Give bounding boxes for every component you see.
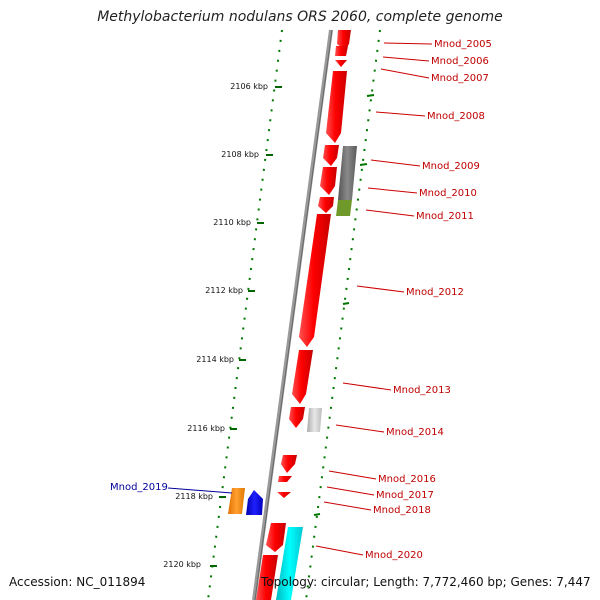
gene-label-mnod-2018[interactable]: Mnod_2018 bbox=[373, 505, 431, 516]
gene-label-mnod-2013[interactable]: Mnod_2013 bbox=[393, 385, 451, 396]
ruler-label-2108: 2108 kbp bbox=[221, 150, 259, 159]
gene-label-mnod-2011[interactable]: Mnod_2011 bbox=[416, 211, 474, 222]
cds-mnod-2016[interactable] bbox=[281, 455, 297, 473]
cds-mnod-2010[interactable] bbox=[320, 167, 337, 195]
ruler-label-2112: 2112 kbp bbox=[205, 286, 243, 295]
cds-features bbox=[256, 30, 351, 600]
gc-peak-marks bbox=[313, 94, 375, 516]
topology-text: Topology: circular; Length: 7,772,460 bp… bbox=[261, 575, 591, 589]
cds-mnod-2018[interactable] bbox=[277, 492, 291, 498]
label-leaders bbox=[315, 42, 433, 556]
cds-mnod-2009[interactable] bbox=[323, 145, 339, 166]
genome-backbone bbox=[252, 29, 333, 600]
cds-mnod-2013[interactable] bbox=[292, 350, 313, 404]
cds-mnod-2008[interactable] bbox=[326, 71, 347, 143]
gene-label-mnod-2019[interactable]: Mnod_2019 bbox=[110, 482, 168, 493]
gene-label-mnod-2008[interactable]: Mnod_2008 bbox=[427, 111, 485, 122]
cds-mnod-2007[interactable] bbox=[335, 60, 347, 67]
cds-mnod-2020[interactable] bbox=[266, 523, 286, 552]
ruler-label-2106: 2106 kbp bbox=[230, 82, 268, 91]
feature-lightgray-block[interactable] bbox=[307, 408, 322, 432]
accession-text: Accession: NC_011894 bbox=[9, 575, 146, 589]
cds-mnod-2005[interactable] bbox=[337, 30, 351, 50]
gene-label-mnod-2010[interactable]: Mnod_2010 bbox=[419, 188, 477, 199]
gene-label-mnod-2005[interactable]: Mnod_2005 bbox=[434, 39, 492, 50]
feature-cyan-block[interactable] bbox=[276, 527, 303, 600]
genome-backbone-shadow bbox=[254, 29, 333, 600]
cds-mnod-2017[interactable] bbox=[278, 476, 292, 482]
gene-label-mnod-2017[interactable]: Mnod_2017 bbox=[376, 490, 434, 501]
gene-label-mnod-2020[interactable]: Mnod_2020 bbox=[365, 550, 423, 561]
gene-label-mnod-2009[interactable]: Mnod_2009 bbox=[422, 161, 480, 172]
gene-label-mnod-2016[interactable]: Mnod_2016 bbox=[378, 474, 436, 485]
feature-blue-block[interactable] bbox=[246, 490, 263, 515]
feature-orange-block[interactable] bbox=[228, 488, 245, 514]
cds-mnod-2012[interactable] bbox=[299, 214, 331, 347]
gene-label-mnod-2014[interactable]: Mnod_2014 bbox=[386, 427, 444, 438]
cds-mnod-2021[interactable] bbox=[256, 555, 278, 600]
other-features bbox=[228, 146, 357, 600]
map-title: Methylobacterium nodulans ORS 2060, comp… bbox=[97, 9, 503, 25]
ruler-label-2118: 2118 kbp bbox=[175, 492, 213, 501]
cds-mnod-2006[interactable] bbox=[335, 46, 348, 56]
ruler-label-2120: 2120 kbp bbox=[163, 560, 201, 569]
gc-track-inner bbox=[207, 29, 283, 600]
ruler-tick-marks bbox=[210, 86, 282, 567]
feature-gray-block[interactable] bbox=[338, 146, 357, 200]
feature-olive-block[interactable] bbox=[336, 200, 352, 216]
label-leader-mnod-2019 bbox=[167, 487, 233, 494]
gene-label-mnod-2006[interactable]: Mnod_2006 bbox=[431, 56, 489, 67]
gene-label-mnod-2012[interactable]: Mnod_2012 bbox=[406, 287, 464, 298]
ruler-label-2110: 2110 kbp bbox=[213, 218, 251, 227]
cds-mnod-2011[interactable] bbox=[318, 197, 334, 213]
cds-mnod-2014[interactable] bbox=[289, 407, 305, 428]
ruler-label-2116: 2116 kbp bbox=[187, 424, 225, 433]
ruler-label-2114: 2114 kbp bbox=[196, 355, 234, 364]
gene-label-mnod-2007[interactable]: Mnod_2007 bbox=[431, 73, 489, 84]
